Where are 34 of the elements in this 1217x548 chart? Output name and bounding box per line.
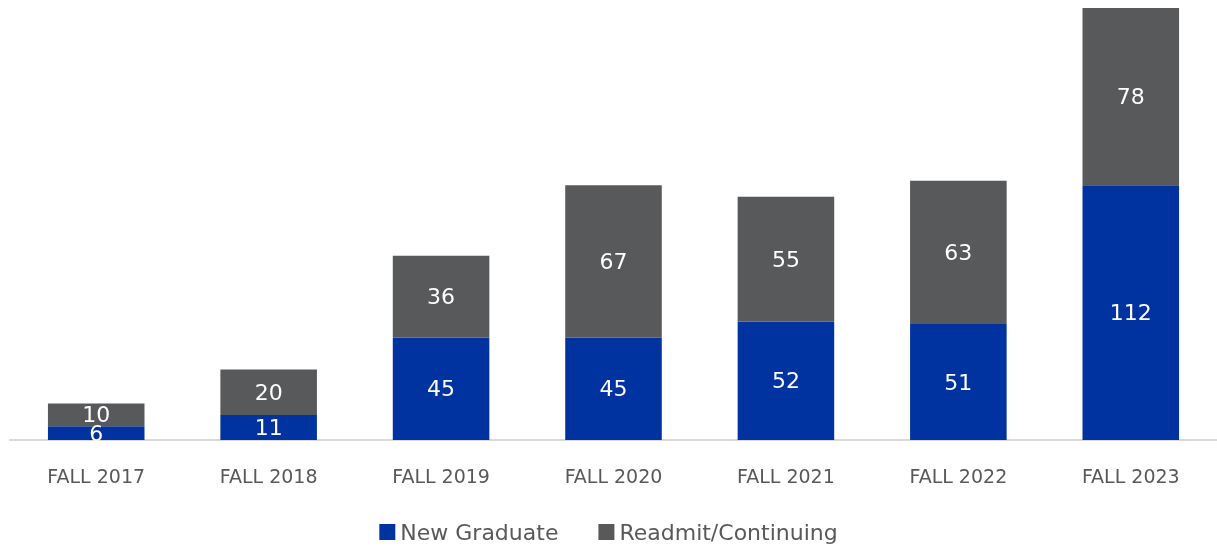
x-tick-label: FALL 2018 xyxy=(219,464,318,487)
bar xyxy=(392,255,490,338)
bar xyxy=(737,196,835,322)
legend-label: New Graduate xyxy=(400,519,559,545)
bar xyxy=(47,426,145,440)
x-tick-label: FALL 2021 xyxy=(737,464,835,487)
data-label: 20 xyxy=(254,379,283,405)
x-tick-label: FALL 2019 xyxy=(392,464,490,487)
data-label: 67 xyxy=(599,249,628,275)
data-label: 112 xyxy=(1109,300,1152,326)
data-label: 11 xyxy=(254,414,283,440)
bar xyxy=(1082,185,1180,440)
bar xyxy=(220,369,317,415)
bar xyxy=(220,414,317,440)
bar xyxy=(910,180,1007,325)
data-label: 51 xyxy=(944,369,973,395)
data-label: 55 xyxy=(771,246,800,272)
legend-label: Readmit/Continuing xyxy=(619,519,838,545)
bar xyxy=(737,321,835,440)
data-label: 36 xyxy=(427,284,456,310)
data-label: 63 xyxy=(944,239,973,265)
x-tick-label: FALL 2022 xyxy=(909,464,1008,487)
data-label: 78 xyxy=(1116,84,1145,110)
bar xyxy=(565,185,662,338)
data-label: 52 xyxy=(771,368,800,394)
data-label: 45 xyxy=(599,376,628,402)
x-tick-label: FALL 2023 xyxy=(1081,464,1180,487)
bar xyxy=(910,324,1007,440)
bar xyxy=(392,337,490,440)
bar xyxy=(1082,8,1180,186)
bar xyxy=(565,337,662,440)
x-tick-label: FALL 2020 xyxy=(564,464,663,487)
data-label: 45 xyxy=(427,376,456,402)
x-tick-label: FALL 2017 xyxy=(47,464,146,487)
